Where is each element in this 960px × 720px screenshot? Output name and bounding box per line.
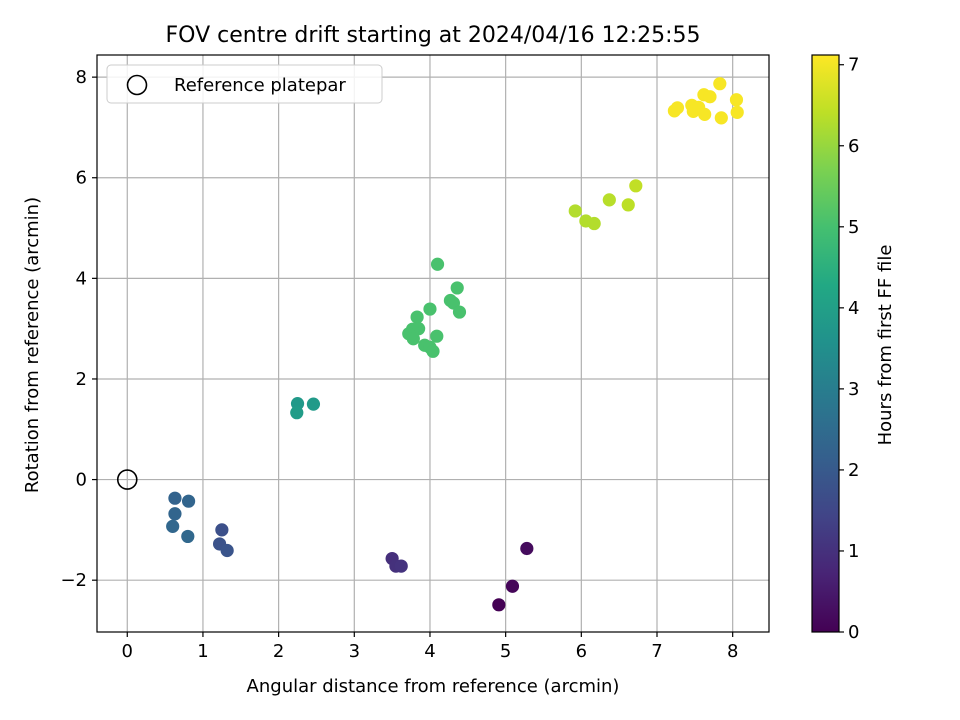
data-point: [406, 332, 420, 346]
data-point: [520, 541, 534, 556]
y-tick-label: 6: [76, 168, 87, 189]
reference-platepar-marker: [116, 469, 138, 490]
x-tick-label: 2: [273, 641, 284, 662]
y-axis-label: Rotation from reference (arcmin): [22, 197, 43, 493]
data-point: [492, 598, 506, 612]
colorbar-tick-label: 0: [848, 622, 859, 643]
x-axis-label: Angular distance from reference (arcmin): [247, 676, 620, 697]
colorbar-tick-label: 1: [848, 541, 859, 562]
data-point: [703, 90, 717, 104]
data-point: [730, 105, 744, 119]
plot-frame: [96, 54, 770, 633]
data-point: [450, 281, 464, 295]
data-point: [505, 579, 520, 593]
colorbar-gradient: [812, 55, 839, 632]
data-point: [166, 519, 180, 533]
data-point: [629, 179, 643, 193]
data-point: [621, 198, 635, 212]
x-tick-label: 3: [349, 641, 360, 662]
colorbar: 0 1 2 3 4 5 6 7 Hours from first FF file: [811, 54, 896, 643]
legend-label: Reference platepar: [174, 75, 346, 96]
legend-box: [106, 64, 383, 104]
data-point: [713, 77, 727, 91]
axis-ticks: 0 1 2 3 4 5 6 7 8 −2 0 2 4 6 8: [60, 67, 738, 662]
data-point: [410, 310, 424, 324]
colorbar-tick-label: 4: [848, 298, 859, 319]
chart-title: FOV centre drift starting at 2024/04/16 …: [166, 23, 701, 48]
data-point: [698, 107, 712, 121]
data-point: [168, 507, 182, 521]
x-tick-label: 8: [727, 641, 738, 662]
grid: [97, 55, 769, 632]
colorbar-tick-label: 7: [848, 55, 859, 76]
data-point: [290, 406, 304, 420]
colorbar-ticks: 0 1 2 3 4 5 6 7: [839, 55, 859, 643]
data-point: [215, 523, 229, 537]
data-point: [587, 216, 601, 231]
data-points: [166, 77, 744, 612]
data-point: [181, 529, 195, 544]
data-point: [602, 193, 616, 207]
data-point: [430, 257, 445, 271]
x-tick-label: 5: [500, 641, 511, 662]
x-tick-label: 4: [424, 641, 435, 662]
x-tick-label: 0: [122, 641, 133, 662]
colorbar-tick-label: 2: [848, 460, 859, 481]
colorbar-frame: [811, 54, 840, 633]
data-point: [714, 111, 728, 125]
data-point: [168, 491, 182, 505]
y-tick-label: 8: [76, 67, 87, 88]
data-point: [426, 344, 440, 358]
data-point: [568, 204, 582, 218]
colorbar-label: Hours from first FF file: [875, 245, 896, 446]
x-tick-label: 7: [651, 641, 662, 662]
data-point: [430, 329, 444, 343]
y-tick-label: −2: [60, 570, 87, 591]
x-tick-label: 6: [576, 641, 587, 662]
colorbar-tick-label: 5: [848, 217, 859, 238]
y-tick-label: 2: [76, 369, 87, 390]
legend: Reference platepar: [106, 64, 383, 104]
data-point: [729, 93, 744, 107]
y-tick-label: 4: [76, 268, 87, 289]
colorbar-tick-label: 6: [848, 136, 859, 157]
legend-marker-icon: [126, 74, 148, 96]
data-point: [220, 543, 234, 558]
x-tick-label: 1: [197, 641, 208, 662]
data-point: [670, 101, 685, 115]
data-point: [423, 302, 437, 316]
y-tick-label: 0: [76, 470, 87, 491]
colorbar-tick-label: 3: [848, 379, 859, 400]
data-point: [181, 494, 196, 508]
data-point: [306, 397, 321, 411]
data-point: [394, 559, 408, 573]
data-point: [452, 305, 467, 319]
